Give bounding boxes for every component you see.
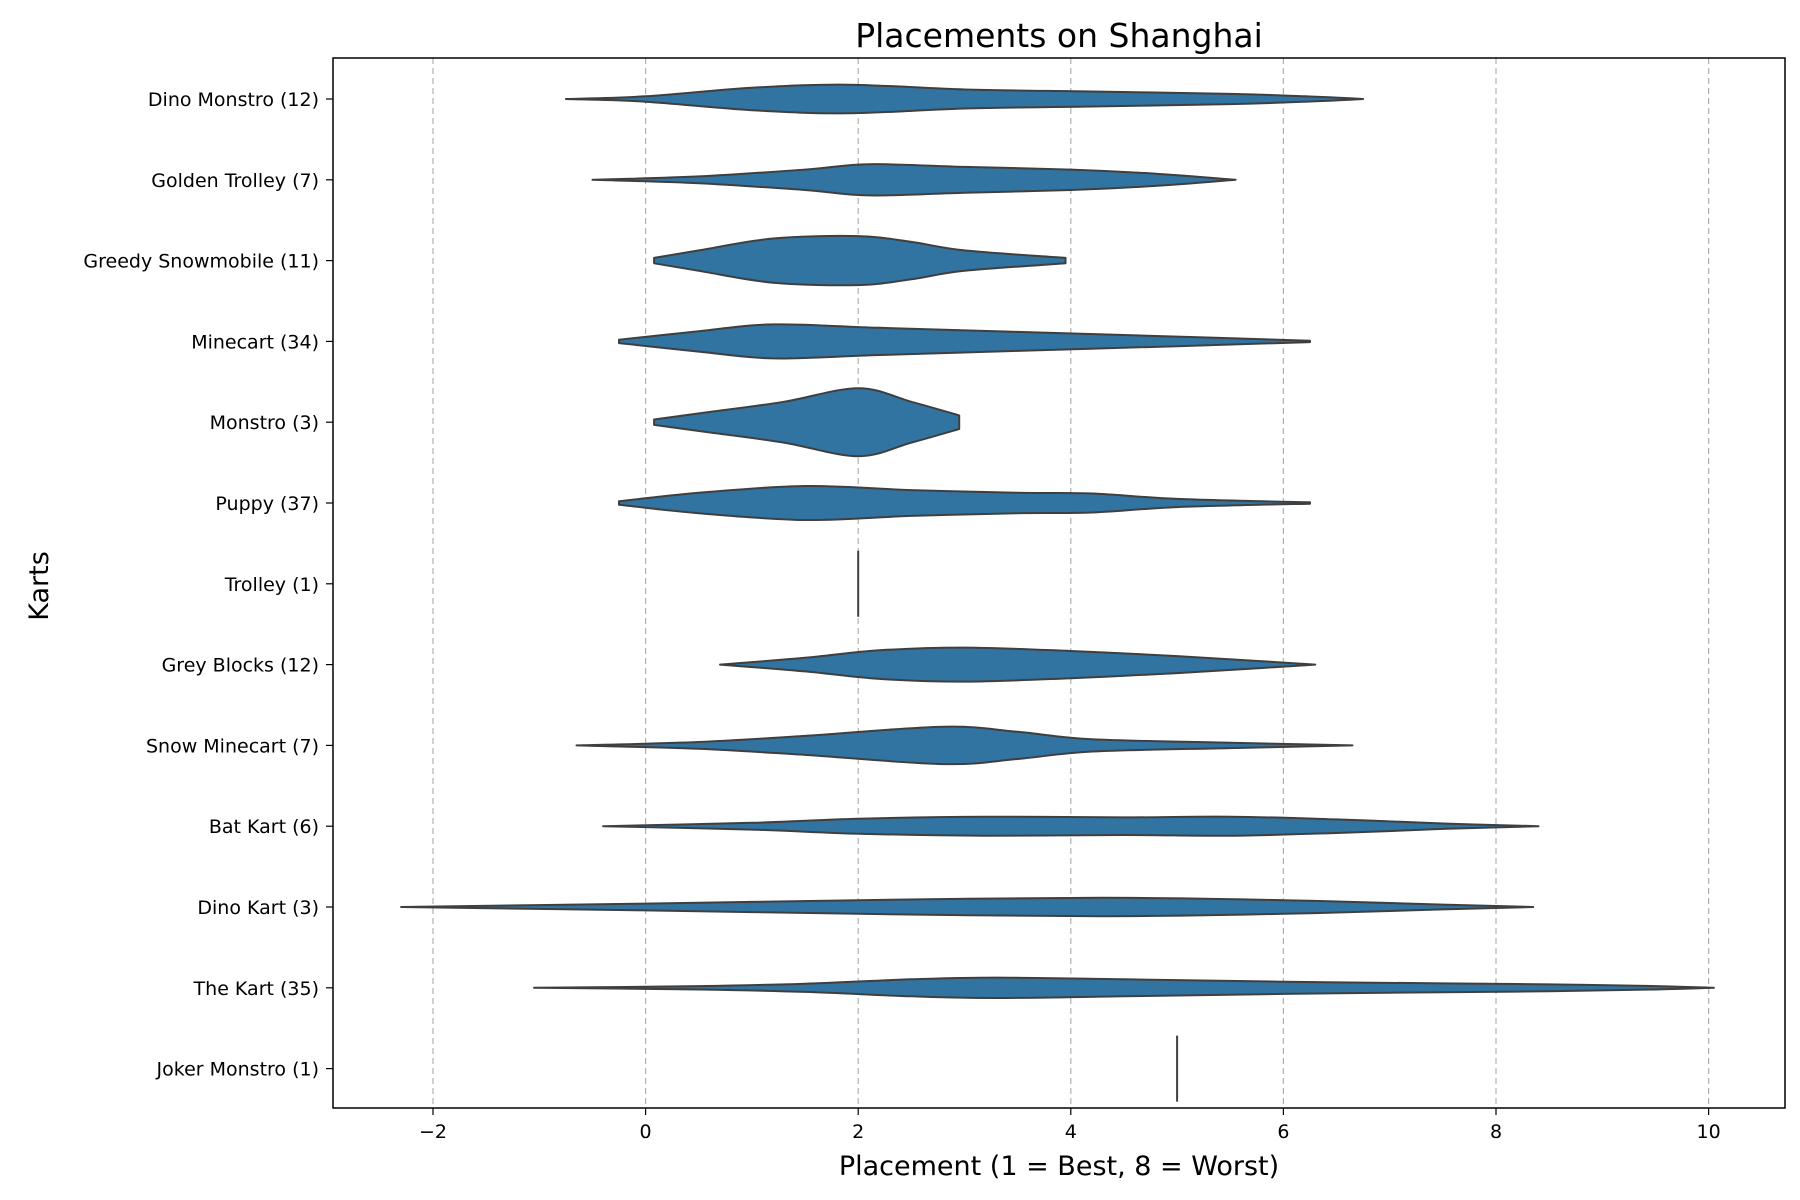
violin-body (575, 725, 1354, 766)
grid-lines (432, 58, 1710, 1108)
y-tick-label: Monstro (3) (210, 412, 319, 434)
violin-body (618, 323, 1311, 360)
violin-body (602, 815, 1540, 837)
plot-frame (332, 57, 1786, 1109)
y-tick-label: Dino Monstro (12) (148, 89, 319, 111)
y-tick-label: Greedy Snowmobile (11) (83, 251, 319, 273)
x-tick-label: 2 (852, 1121, 864, 1143)
x-tick-label: 10 (1697, 1121, 1721, 1143)
y-axis-label: Karts (24, 551, 55, 621)
y-tick-label: The Kart (35) (193, 978, 319, 1000)
y-tick-label: Trolley (1) (224, 574, 319, 596)
x-tick-label: 8 (1490, 1121, 1502, 1143)
violin-body (400, 896, 1535, 918)
x-tick-label: 0 (640, 1121, 652, 1143)
y-tick-label: Puppy (37) (215, 493, 319, 515)
violin-body (719, 646, 1317, 683)
violin-body (618, 484, 1311, 522)
y-tick-label: Bat Kart (6) (209, 816, 319, 838)
y-tick-label: Dino Kart (3) (197, 897, 319, 919)
violin-body (533, 976, 1715, 999)
x-tick-label: −2 (419, 1121, 447, 1143)
x-axis-label: Placement (1 = Best, 8 = Worst) (839, 1151, 1279, 1182)
chart-title: Placements on Shanghai (855, 16, 1263, 55)
x-tick-label: 6 (1277, 1121, 1289, 1143)
violin-body (564, 83, 1365, 115)
violin-body (653, 234, 1067, 287)
violins (400, 83, 1715, 1102)
x-tick-label: 4 (1065, 1121, 1077, 1143)
y-tick-label: Minecart (34) (191, 331, 319, 353)
y-tick-label: Snow Minecart (7) (146, 735, 319, 757)
y-tick-label: Golden Trolley (7) (151, 170, 319, 192)
y-tick-label: Joker Monstro (1) (156, 1059, 319, 1081)
y-tick-label: Grey Blocks (12) (162, 655, 319, 677)
violin-body (591, 163, 1237, 197)
axis-ticks: −2 0 2 4 6 8 10 Dino Monstro (12) Golden Trolley… (83, 89, 1720, 1143)
violin-body (653, 387, 961, 458)
